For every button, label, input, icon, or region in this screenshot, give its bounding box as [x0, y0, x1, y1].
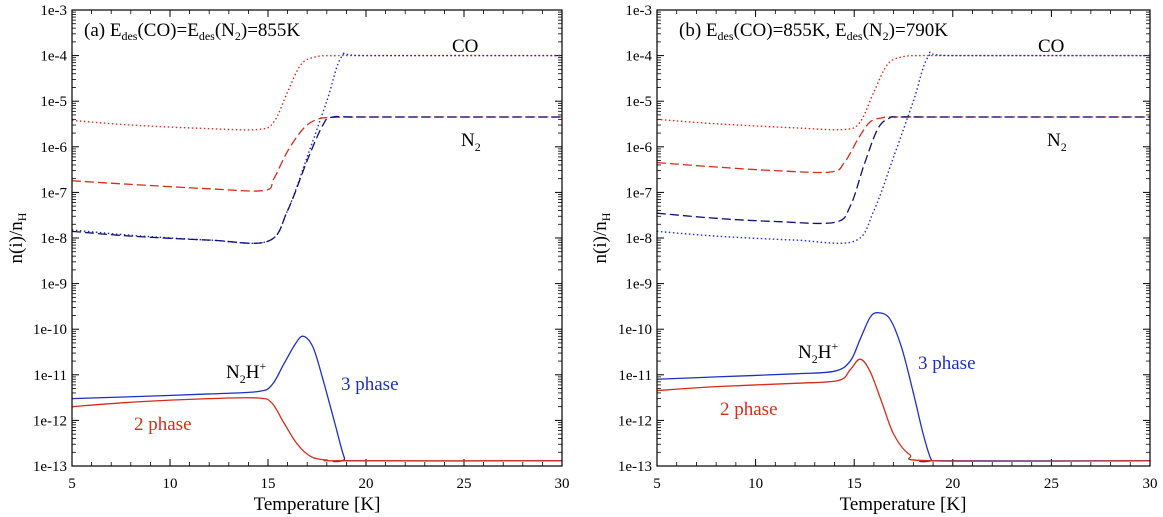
panel-b: 1e-13 1e-12 1e-11 1e-10 1e-9 1e-8 1e-7 1e-6 1e-5…: [590, 3, 1158, 515]
panel-a: 1e-13 1e-12 1e-11 1e-10 1e-9 1e-8 1e-7 1e-6 1e-5…: [6, 3, 570, 515]
y-tick-label: 1e-7: [625, 185, 652, 201]
a-x-axis-title: Temperature [K]: [254, 494, 381, 515]
n2hplus-3phase-line: [71, 335, 563, 463]
a-label-co: CO: [452, 36, 478, 57]
y-tick-label: 1e-4: [40, 49, 67, 65]
x-tick-label: 15: [847, 476, 862, 492]
co-2phase-line: [656, 54, 1150, 131]
y-tick-label: 1e-6: [40, 140, 67, 156]
y-tick-label: 1e-11: [33, 368, 67, 384]
y-tick-label: 1e-5: [625, 94, 652, 110]
b-label-co: CO: [1038, 36, 1064, 57]
x-tick-label: 25: [457, 476, 472, 492]
n2hplus-2phase-line: [656, 358, 1151, 462]
b-ticklabels: 1e-13 1e-12 1e-11 1e-10 1e-9 1e-8 1e-7 1e-6 1e-5…: [618, 3, 1158, 492]
x-tick-label: 10: [163, 476, 178, 492]
a-ticks: [71, 9, 563, 467]
y-tick-label: 1e-10: [33, 322, 67, 338]
b-plot-frame: [656, 9, 1151, 467]
n2hplus-2phase-line: [71, 397, 563, 462]
y-tick-label: 1e-12: [618, 413, 652, 429]
x-tick-label: 25: [1044, 476, 1059, 492]
b-y-axis-title: n(i)/nH: [590, 212, 613, 263]
n2hplus-3phase-line: [656, 312, 1151, 463]
x-tick-label: 5: [653, 476, 661, 492]
b-label-n2h: N2H+: [798, 339, 838, 366]
y-tick-label: 1e-6: [625, 140, 652, 156]
a-label-3phase: 3 phase: [341, 374, 399, 395]
x-tick-label: 20: [359, 476, 374, 492]
a-panel-title: (a) Edes(CO)=Edes(N2)=855K: [84, 20, 300, 43]
co-3phase-line: [656, 51, 1150, 244]
y-tick-label: 1e-5: [40, 94, 67, 110]
n2-3phase-line: [656, 116, 1150, 225]
b-lines: [656, 51, 1151, 463]
b-label-n2: N2: [1047, 130, 1067, 154]
n2-2phase-line: [71, 116, 563, 192]
y-tick-label: 1e-8: [625, 231, 652, 247]
x-tick-label: 30: [555, 476, 570, 492]
a-label-n2: N2: [461, 130, 481, 154]
x-tick-label: 20: [945, 476, 960, 492]
y-tick-label: 1e-9: [625, 277, 652, 293]
y-tick-label: 1e-13: [618, 459, 652, 475]
y-tick-label: 1e-10: [618, 322, 652, 338]
b-panel-title: (b) Edes(CO)=855K, Edes(N2)=790K: [679, 20, 948, 43]
co-2phase-line: [71, 54, 562, 131]
n2-3phase-line: [71, 115, 562, 244]
b-label-3phase: 3 phase: [918, 353, 976, 374]
y-tick-label: 1e-8: [40, 231, 67, 247]
y-tick-label: 1e-12: [33, 413, 67, 429]
co-3phase-line: [71, 51, 562, 244]
a-lines: [71, 51, 563, 463]
x-tick-label: 30: [1143, 476, 1158, 492]
a-ticklabels: 1e-13 1e-12 1e-11 1e-10 1e-9 1e-8 1e-7 1e-6 1e-5…: [33, 3, 570, 492]
x-tick-label: 15: [261, 476, 276, 492]
b-label-2phase: 2 phase: [720, 399, 778, 420]
x-tick-label: 5: [68, 476, 76, 492]
y-tick-label: 1e-9: [40, 277, 67, 293]
y-tick-label: 1e-7: [40, 185, 67, 201]
y-tick-label: 1e-11: [618, 368, 652, 384]
n2-2phase-line: [656, 116, 1150, 174]
a-y-axis-title: n(i)/nH: [6, 212, 29, 263]
a-plot-frame: [71, 9, 563, 467]
y-tick-label: 1e-13: [33, 459, 67, 475]
b-ticks: [656, 9, 1151, 467]
y-tick-label: 1e-3: [625, 3, 652, 19]
a-label-n2h: N2H+: [226, 359, 266, 386]
y-tick-label: 1e-4: [625, 49, 652, 65]
y-tick-label: 1e-3: [40, 3, 67, 19]
b-x-axis-title: Temperature [K]: [840, 494, 967, 515]
x-tick-label: 10: [748, 476, 763, 492]
a-label-2phase: 2 phase: [134, 414, 192, 435]
